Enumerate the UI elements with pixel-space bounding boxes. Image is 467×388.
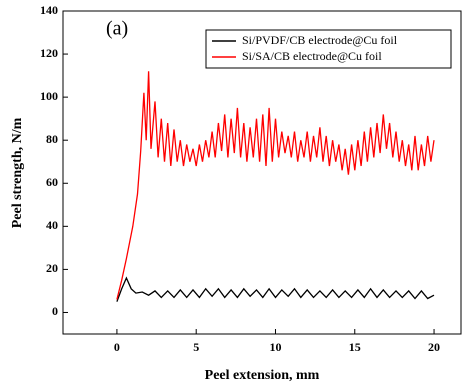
y-tick-label: 20 [46,261,58,275]
y-axis-label: Peel strength, N/m [10,117,25,228]
y-tick-label: 60 [46,175,58,189]
x-axis-label: Peel extension, mm [205,368,320,383]
y-tick-label: 40 [46,218,58,232]
y-tick-label: 140 [40,3,58,17]
x-tick-label: 5 [193,340,199,354]
x-tick-label: 20 [428,340,440,354]
data-line [116,71,435,300]
y-tick-label: 0 [52,304,58,318]
legend-box [205,29,452,69]
x-tick-label: 0 [114,340,120,354]
y-tick-label: 120 [40,46,58,60]
data-line [116,276,435,302]
legend-label: Si/SA/CB electrode@Cu foil [242,49,382,63]
annotation: (a) [106,18,128,40]
y-tick-label: 80 [46,132,58,146]
legend-label: Si/PVDF/CB electrode@Cu foil [242,33,398,47]
x-tick-label: 15 [349,340,361,354]
plot-frame [62,10,462,335]
y-tick-label: 100 [40,89,58,103]
x-tick-label: 10 [269,340,281,354]
